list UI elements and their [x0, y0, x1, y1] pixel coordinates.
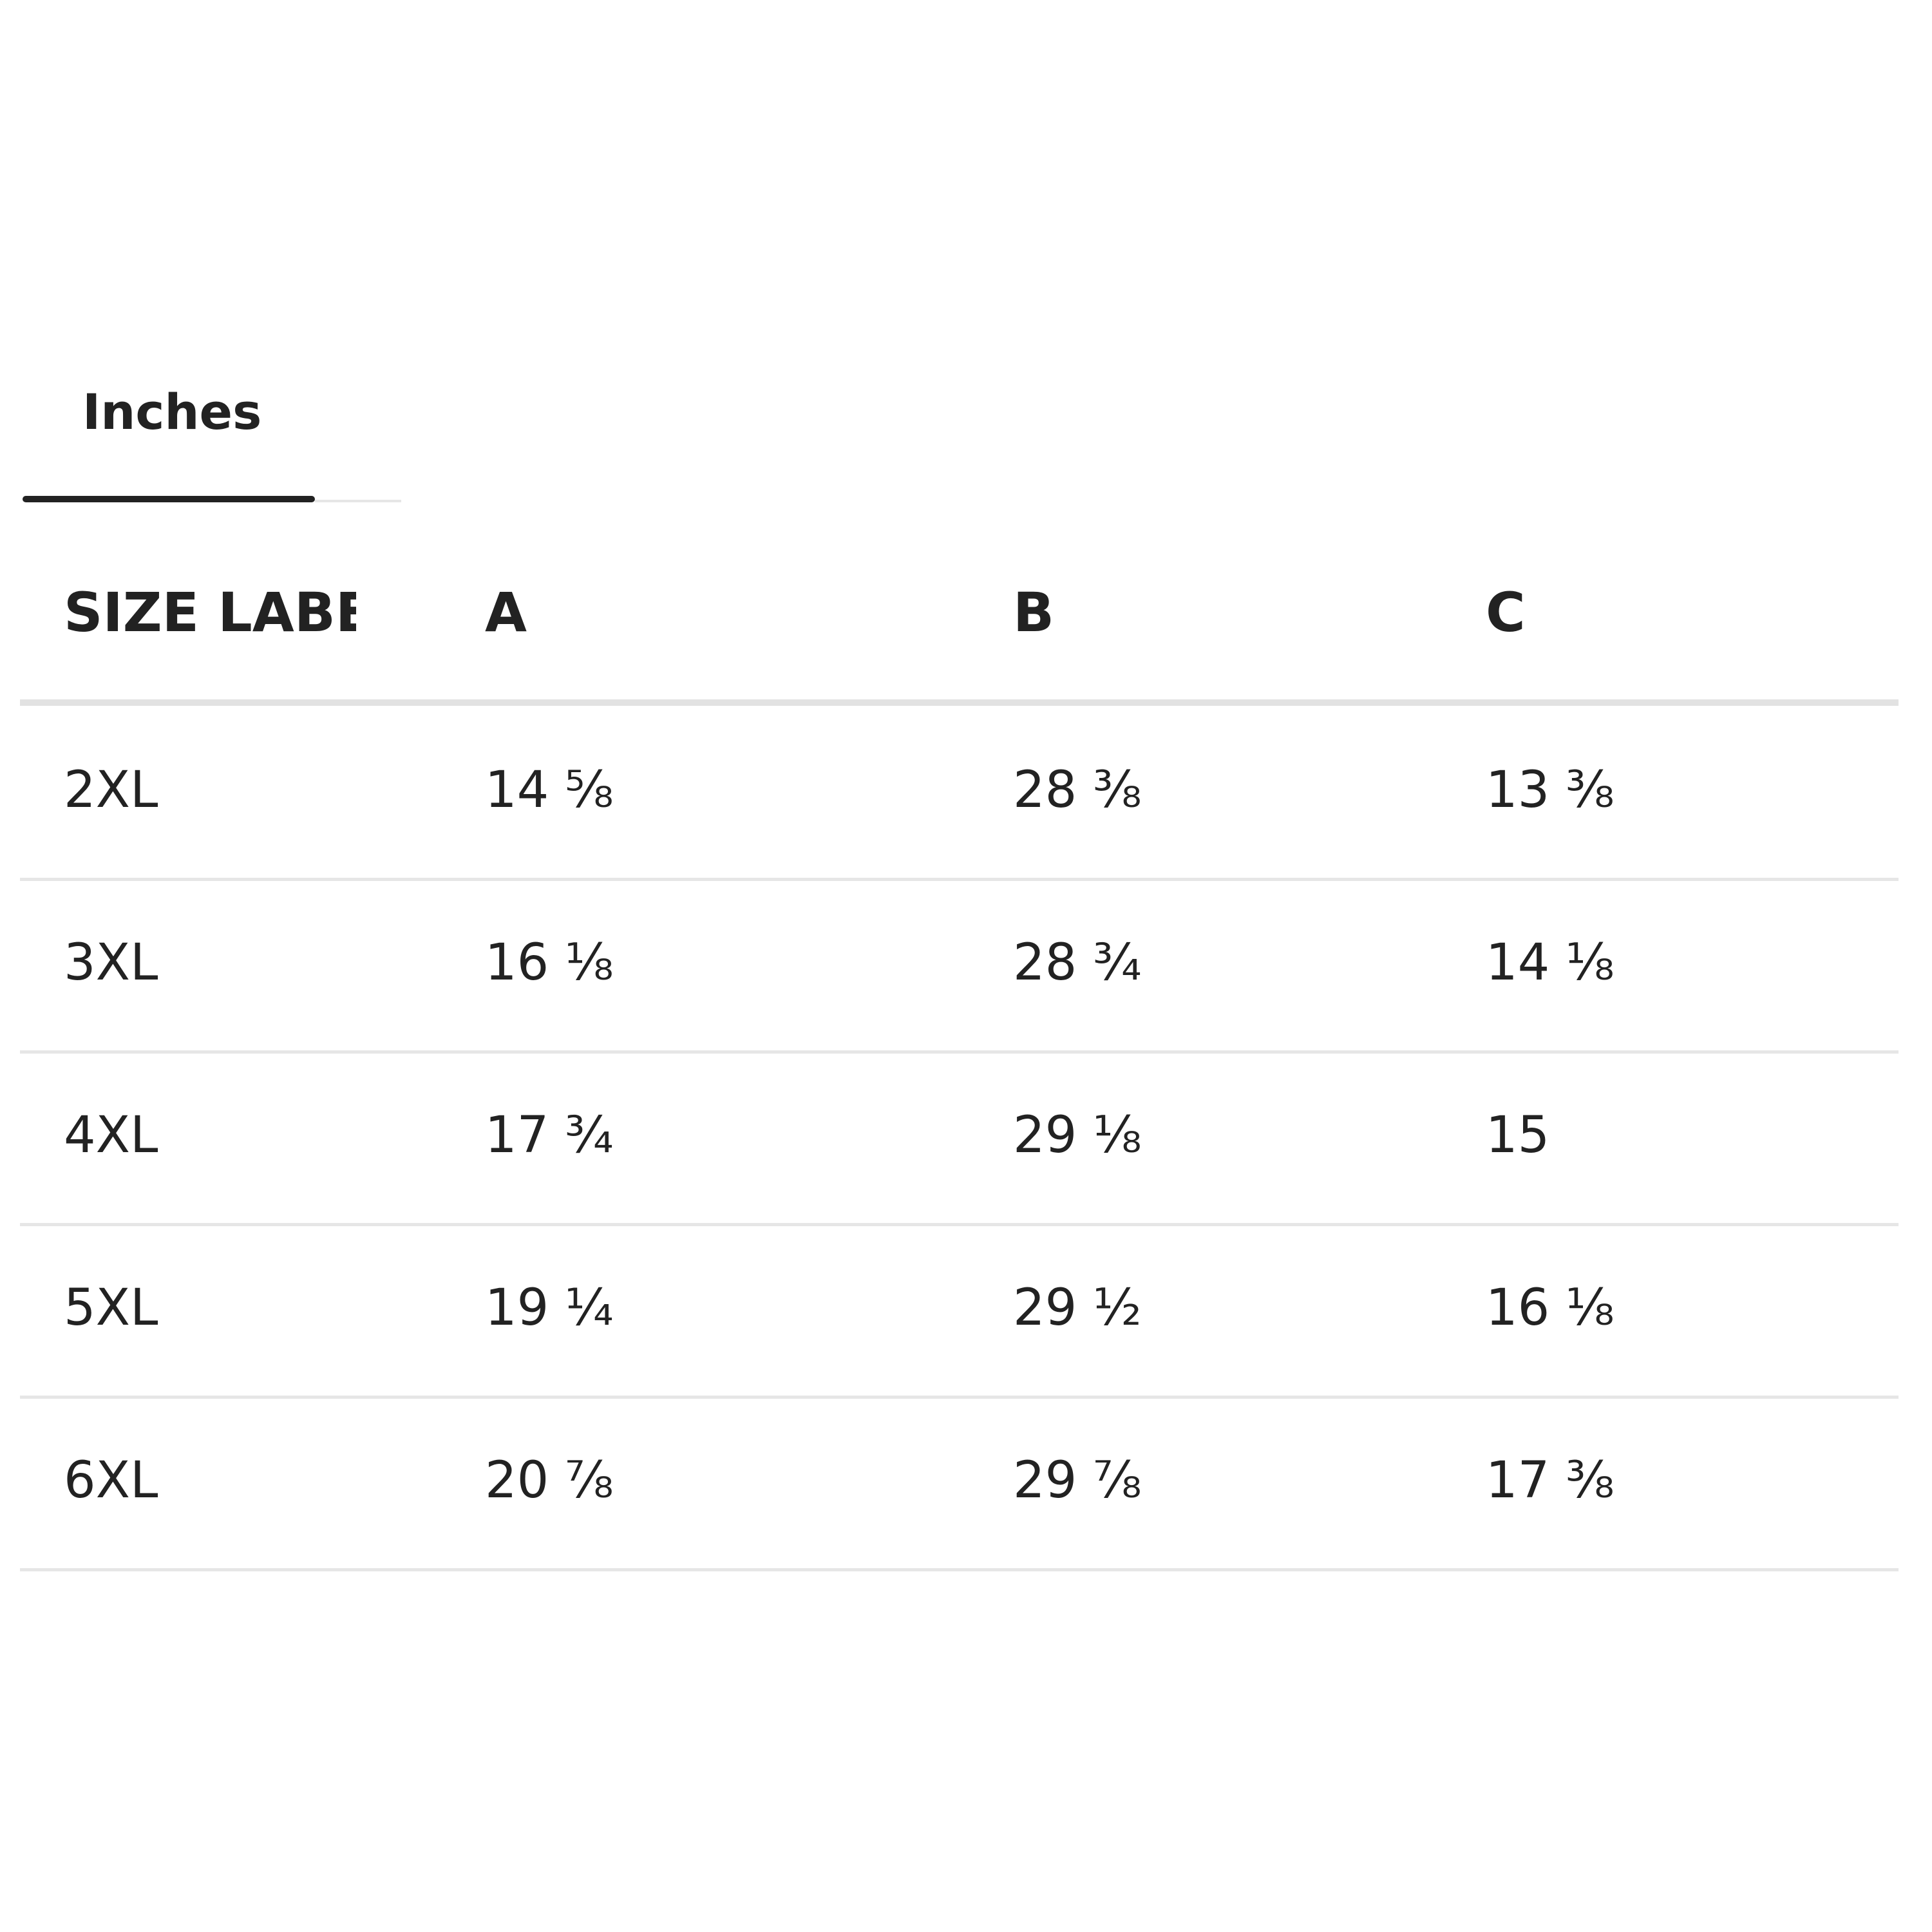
tab[interactable]: Inches — [82, 383, 262, 440]
measurement: 13 ⅜ — [1486, 761, 1615, 819]
column-header: C — [1486, 581, 1526, 644]
measurement: 14 ⅝ — [485, 761, 614, 819]
measurement: 16 ⅛ — [485, 934, 614, 992]
measurement: 17 ¾ — [485, 1106, 614, 1164]
column-header: A — [485, 581, 527, 644]
size-label: 3XL — [64, 934, 158, 992]
measurement: 29 ½ — [1013, 1279, 1142, 1337]
size-label: 5XL — [64, 1279, 158, 1337]
measurement: 29 ⅞ — [1013, 1452, 1142, 1510]
measurement: 20 ⅞ — [485, 1452, 614, 1510]
row-divider — [20, 1223, 1899, 1226]
row-divider — [20, 1050, 1899, 1054]
header-divider — [20, 699, 1899, 706]
column-header: SIZE LABEL — [64, 581, 356, 644]
measurement: 14 ⅛ — [1486, 934, 1615, 992]
measurement: 15 — [1486, 1106, 1550, 1164]
measurement: 28 ⅜ — [1013, 761, 1142, 819]
row-divider — [20, 1568, 1899, 1571]
size-label: 2XL — [64, 761, 158, 819]
row-divider — [20, 878, 1899, 881]
measurement: 16 ⅛ — [1486, 1279, 1615, 1337]
column-header: B — [1013, 581, 1055, 644]
measurement: 29 ⅛ — [1013, 1106, 1142, 1164]
measurement: 28 ¾ — [1013, 934, 1142, 992]
measurement: 17 ⅜ — [1486, 1452, 1615, 1510]
row-divider — [20, 1396, 1899, 1399]
measurement: 19 ¼ — [485, 1279, 614, 1337]
size-label: 6XL — [64, 1452, 158, 1510]
tab-indicator — [23, 496, 315, 502]
size-label: 4XL — [64, 1106, 158, 1164]
tab-track — [315, 500, 401, 502]
